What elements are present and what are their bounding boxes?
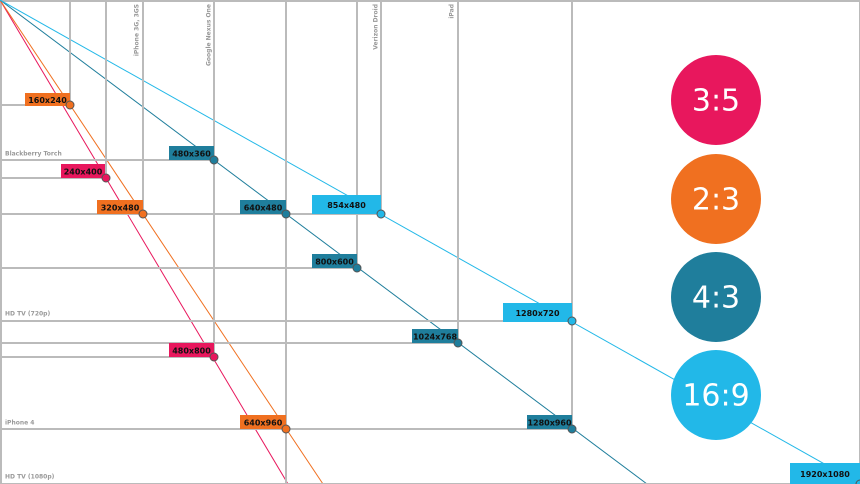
resolution-label: 1920x1080 bbox=[800, 470, 850, 479]
resolution-point bbox=[352, 263, 362, 273]
resolution-label: 640x480 bbox=[244, 204, 283, 213]
resolution-point bbox=[65, 100, 75, 110]
ratio-label: 4:3 bbox=[692, 281, 740, 316]
resolution-label: 640x960 bbox=[244, 419, 283, 428]
resolution-point bbox=[281, 424, 291, 434]
resolution-point bbox=[209, 155, 219, 165]
resolution-label: 160x240 bbox=[28, 96, 67, 105]
resolution-label: 1280x720 bbox=[515, 309, 560, 318]
resolution-label: 480x800 bbox=[172, 347, 211, 356]
resolution-point bbox=[138, 209, 148, 219]
resolution-label: 854x480 bbox=[327, 201, 366, 210]
ratio-circle bbox=[671, 55, 761, 145]
resolution-label: 1024x768 bbox=[413, 333, 458, 342]
resolution-box bbox=[412, 329, 458, 343]
resolution-box bbox=[503, 303, 572, 322]
resolution-label: 240x400 bbox=[64, 168, 103, 177]
ratio-label: 2:3 bbox=[692, 183, 740, 218]
ratio-circle bbox=[671, 252, 761, 342]
device-label: HD TV (720p) bbox=[5, 311, 50, 318]
resolution-point bbox=[209, 352, 219, 362]
device-label: iPhone 3G, 3GS bbox=[134, 4, 141, 56]
aspect-ray bbox=[0, 0, 289, 484]
resolution-box bbox=[790, 463, 860, 484]
ratio-circle bbox=[671, 350, 761, 440]
resolution-point bbox=[855, 479, 860, 484]
resolution-box bbox=[97, 200, 143, 214]
resolution-box bbox=[169, 146, 214, 160]
resolution-box bbox=[312, 195, 381, 214]
device-label: Blackberry Torch bbox=[5, 151, 62, 158]
resolution-point bbox=[567, 316, 577, 326]
resolution-box bbox=[312, 254, 357, 268]
resolution-box bbox=[240, 200, 286, 214]
ratio-label: 16:9 bbox=[682, 379, 749, 414]
resolution-box bbox=[527, 415, 572, 429]
resolution-point bbox=[101, 173, 111, 183]
device-label: iPad bbox=[449, 4, 456, 19]
resolution-point bbox=[453, 338, 463, 348]
resolution-point bbox=[567, 424, 577, 434]
aspect-ray bbox=[0, 0, 648, 484]
device-label: iPhone 4 bbox=[5, 420, 34, 427]
resolution-label: 1280x960 bbox=[527, 419, 572, 428]
device-label: Google Nexus One bbox=[206, 4, 213, 66]
resolution-box bbox=[169, 343, 214, 357]
device-label: Verizon Droid bbox=[373, 4, 380, 50]
resolution-label: 480x360 bbox=[172, 150, 211, 159]
resolution-box bbox=[240, 415, 286, 429]
device-label: HD TV (1080p) bbox=[5, 474, 55, 481]
aspect-ray bbox=[0, 0, 324, 484]
resolution-label: 320x480 bbox=[101, 204, 140, 213]
ratio-circle bbox=[671, 154, 761, 244]
resolution-label: 800x600 bbox=[315, 258, 354, 267]
resolution-point bbox=[281, 209, 291, 219]
ratio-label: 3:5 bbox=[692, 84, 740, 119]
resolution-box bbox=[61, 164, 105, 178]
resolution-box bbox=[25, 93, 70, 106]
resolution-point bbox=[376, 209, 386, 219]
